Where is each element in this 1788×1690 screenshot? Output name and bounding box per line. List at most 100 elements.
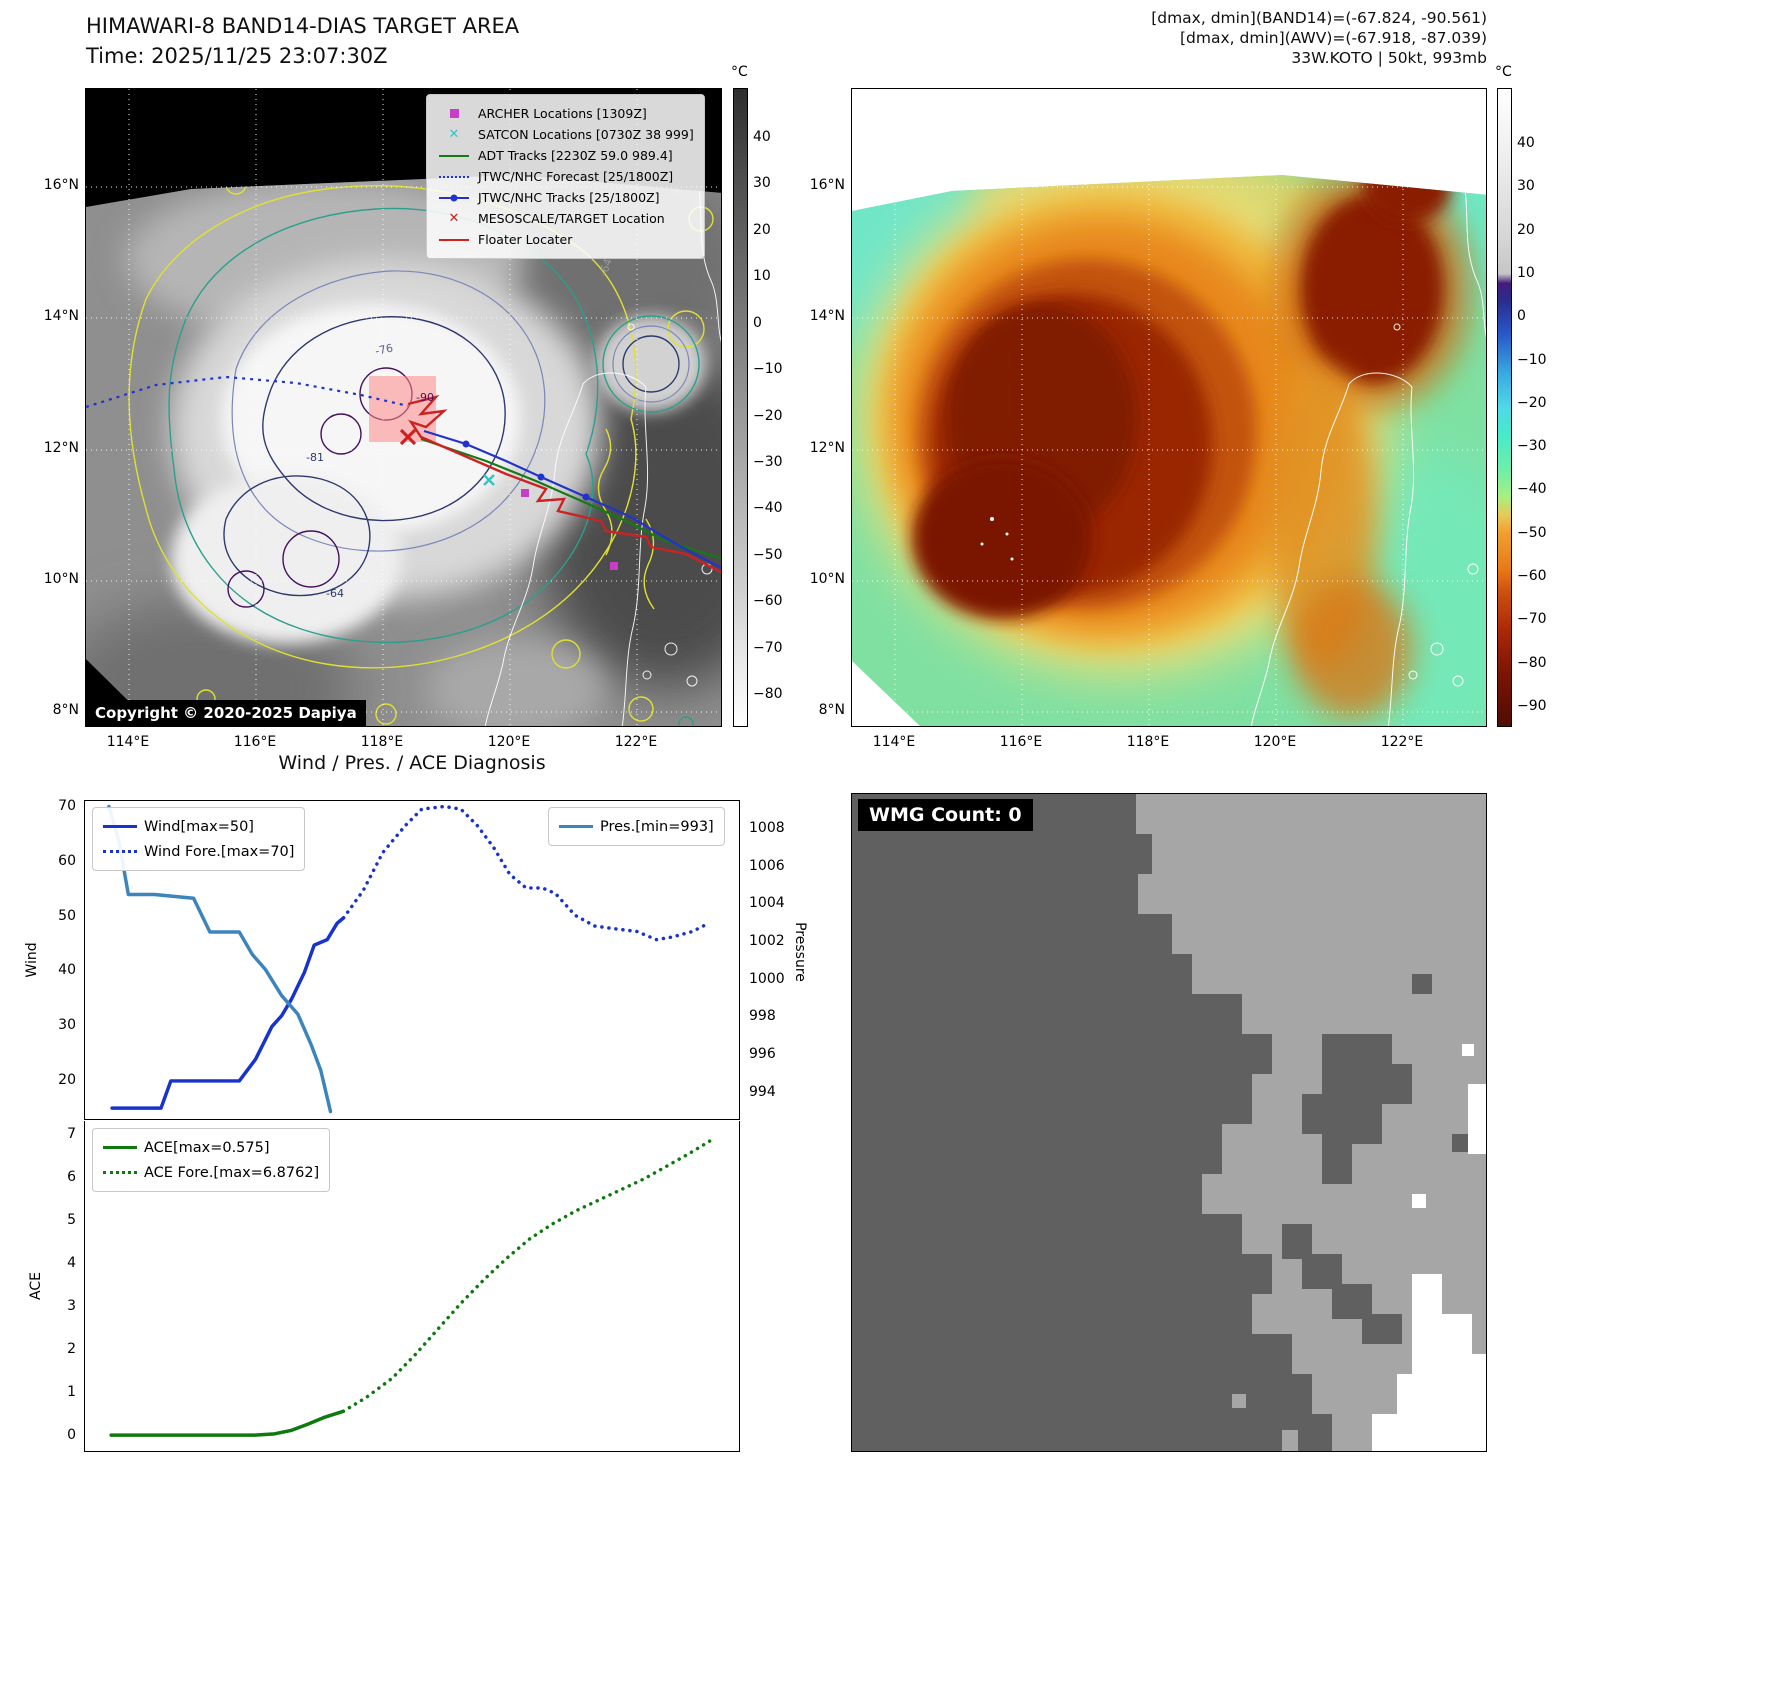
chart-series-line [109,1409,346,1437]
legend-item: ARCHER Locations [1309Z] [437,103,694,124]
band14-colorbar-tick-label: 10 [753,268,771,285]
band14-lat-tick-label: 12°N [43,440,79,456]
y-axis-tick-label: 1000 [749,970,785,987]
dmax-dmin-band14: [dmax, dmin](BAND14)=(-67.824, -90.561) [1151,9,1487,27]
band14-lat-tick-label: 16°N [43,177,79,193]
band14-colorbar-tick-label: −50 [753,546,783,563]
square-icon [437,109,471,118]
band14-lon-tick-label: 118°E [360,734,404,750]
band14-colorbar-unit: °C [731,64,748,80]
wmg-white-region [1372,1044,1486,1451]
legend-item: ✕ SATCON Locations [0730Z 38 999] [437,124,694,145]
awv-colorbar-tick-label: −80 [1517,654,1547,671]
chart-series-line [107,804,333,1114]
band14-lon-tick-label: 116°E [233,734,277,750]
awv-lon-tick-label: 114°E [872,734,916,750]
band14-lat-tick-label: 8°N [52,702,79,718]
awv-lat-tick-label: 16°N [809,177,845,193]
band14-lat-tick-label: 10°N [43,571,79,587]
band14-legend: ARCHER Locations [1309Z] ✕ SATCON Location… [426,94,705,259]
awv-satellite-image [852,89,1486,726]
legend-item: ACE[max=0.575] [103,1135,319,1160]
awv-colorbar-tick-label: −30 [1517,438,1547,455]
legend-item: Floater Locater [437,229,694,250]
legend-label: Wind Fore.[max=70] [144,843,295,860]
chart-series-line [341,1139,712,1414]
legend-label: ACE[max=0.575] [144,1139,270,1156]
wmg-light-specks [1232,1394,1298,1451]
band14-colorbar-tick-label: −40 [753,500,783,517]
y-axis-tick-label: 1 [67,1383,76,1400]
rainbow-gradient [1498,89,1511,726]
forecast-track-line [86,375,409,409]
band14-lon-tick-label: 120°E [487,734,531,750]
pressure-legend: Pres.[min=993] [548,807,725,846]
legend-label: Floater Locater [478,232,573,247]
storm-id-intensity: 33W.KOTO | 50kt, 993mb [1291,49,1487,67]
y-axis-tick-label: 2 [67,1340,76,1357]
band14-map: -64 -76 -90 -81 -64 ARCHER Locations [13… [85,88,722,727]
band14-colorbar-tick-label: −30 [753,453,783,470]
line-icon [437,154,471,157]
archer-location-markers [521,489,618,570]
band14-colorbar-tick-label: −70 [753,639,783,656]
y-axis-tick-label: 5 [67,1212,76,1229]
band14-subtitle: Time: 2025/11/25 23:07:30Z [86,44,388,68]
band14-colorbar-tick-label: 0 [753,314,762,331]
awv-map [851,88,1487,727]
awv-colorbar-tick-label: 20 [1517,221,1535,238]
pressure-axis-label: Pressure [792,922,808,982]
y-axis-tick-label: 1004 [749,895,785,912]
y-axis-tick-label: 996 [749,1046,776,1062]
band14-lon-tick-label: 122°E [614,734,658,750]
y-axis-tick-label: 30 [58,1017,76,1033]
legend-label: MESOSCALE/TARGET Location [478,211,665,226]
legend-label: SATCON Locations [0730Z 38 999] [478,127,694,142]
band14-colorbar-tick-label: −60 [753,593,783,610]
adt-track-line [420,437,721,560]
awv-colorbar-unit: °C [1495,64,1512,80]
chart-series-line [110,916,346,1110]
awv-colorbar-tick-label: 30 [1517,178,1535,195]
awv-lon-tick-label: 122°E [1380,734,1424,750]
awv-lon-tick-label: 120°E [1253,734,1297,750]
band14-colorbar-tick-label: 40 [753,129,771,145]
y-axis-tick-label: 40 [58,962,76,979]
grid-lines [852,89,1486,726]
svg-text:-64: -64 [597,257,615,278]
band14-colorbar-tick-label: −10 [753,361,783,378]
legend-label: ARCHER Locations [1309Z] [478,106,647,121]
ace-axis-label: ACE [28,1272,44,1300]
solid-line-icon [103,825,137,828]
jtwc-track-points [462,440,590,501]
ace-legend: ACE[max=0.575] ACE Fore.[max=6.8762] [92,1128,331,1192]
awv-colorbar-tick-label: 0 [1517,308,1526,325]
awv-colorbar-tick-label: −60 [1517,568,1547,585]
jtwc-track-line [423,429,721,570]
cloud-imagery [86,175,721,726]
diagnosis-title: Wind / Pres. / ACE Diagnosis [278,752,546,774]
wmg-dark-intrusions [1282,974,1470,1344]
svg-text:-76: -76 [374,341,394,357]
band14-colorbar [733,88,748,727]
solid-line-icon [559,825,593,828]
line-dot-icon [437,194,471,201]
y-axis-tick-label: 998 [749,1008,776,1025]
awv-colorbar-tick-label: −90 [1517,698,1547,714]
legend-item: Wind Fore.[max=70] [103,839,294,864]
y-axis-tick-label: 4 [67,1255,76,1271]
y-axis-tick-label: 70 [58,798,76,815]
mesoscale-target-marker [399,428,417,446]
awv-lat-tick-label: 14°N [809,308,845,324]
svg-text:-81: -81 [306,451,324,464]
solid-line-icon [103,1146,137,1149]
y-axis-tick-label: 1002 [749,933,785,950]
y-axis-tick-label: 3 [67,1297,76,1314]
legend-item: ADT Tracks [2230Z 59.0 989.4] [437,145,694,166]
coastlines [1250,180,1486,726]
legend-label: JTWC/NHC Tracks [25/1800Z] [478,190,660,205]
legend-item: Pres.[min=993] [559,814,714,839]
legend-item: JTWC/NHC Tracks [25/1800Z] [437,187,694,208]
y-axis-tick-label: 7 [67,1126,76,1143]
